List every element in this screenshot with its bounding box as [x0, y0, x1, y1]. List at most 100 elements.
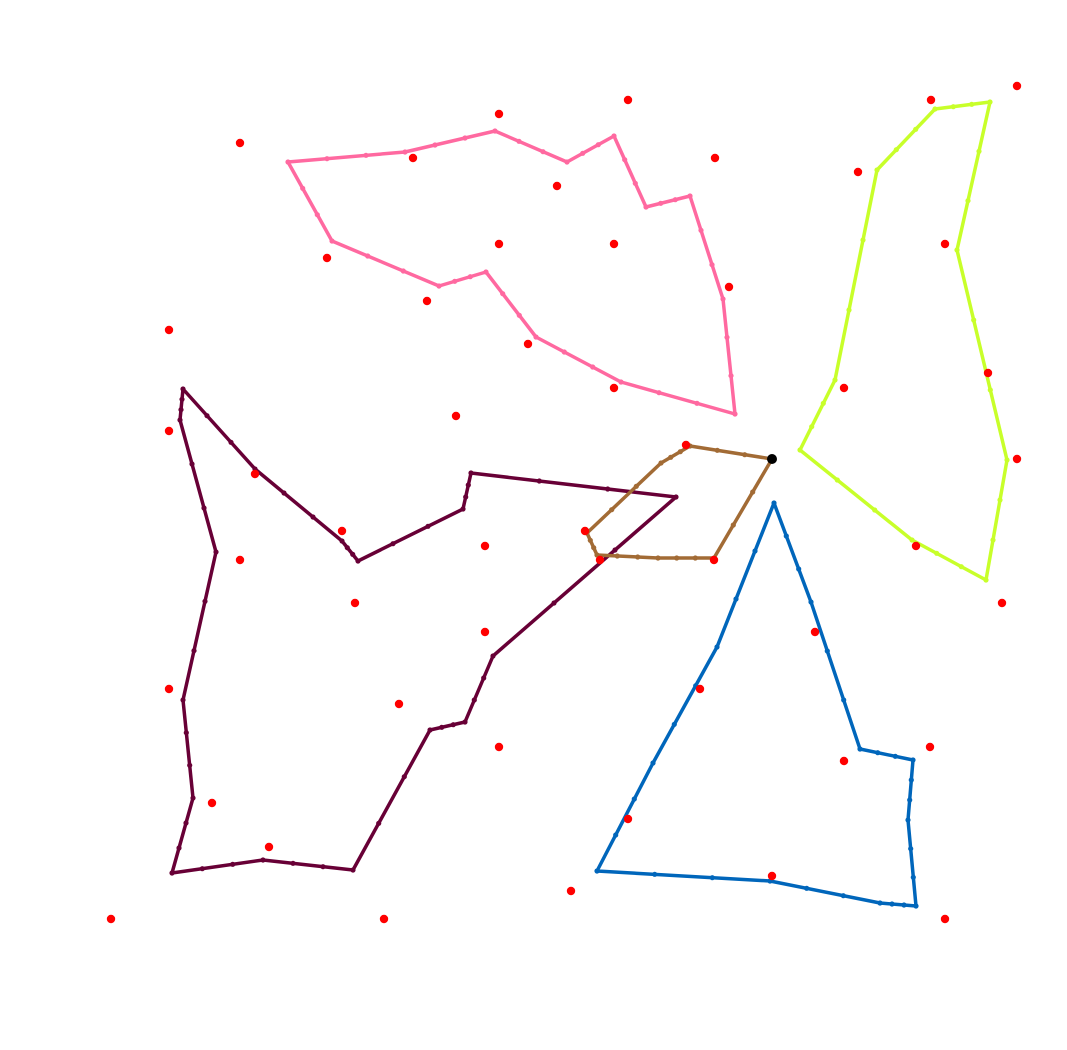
blue-polygon-vertex: [840, 893, 846, 899]
red-point: [1012, 454, 1022, 464]
maroon-polygon-vertex: [260, 857, 266, 863]
brown-polygon-vertex: [714, 447, 720, 453]
maroon-polygon-vertex: [204, 413, 210, 419]
red-point: [925, 742, 935, 752]
red-point: [379, 914, 389, 924]
blue-polygon-vertex: [905, 817, 911, 823]
maroon-polygon-vertex: [183, 730, 189, 736]
blue-polygon-vertex: [752, 548, 758, 554]
pink-polygon-vertex: [452, 278, 458, 284]
red-point: [494, 239, 504, 249]
maroon-polygon-vertex: [490, 653, 496, 659]
blue-polygon: [595, 501, 918, 908]
maroon-polygon-vertex: [320, 864, 326, 870]
red-point: [322, 253, 332, 263]
pink-polygon-vertex: [436, 283, 442, 289]
pink-polygon-vertex: [590, 364, 596, 370]
pink-polygon-vertex: [672, 197, 678, 203]
red-point: [164, 684, 174, 694]
lime-polygon-vertex: [997, 497, 1003, 503]
maroon-polygon-vertex: [177, 417, 183, 423]
pink-polygon-vertex: [516, 138, 522, 144]
red-point: [106, 914, 116, 924]
lime-polygon-vertex: [958, 564, 964, 570]
maroon-polygon-vertex: [468, 470, 474, 476]
maroon-polygon-vertex: [281, 490, 287, 496]
maroon-polygon-vertex: [344, 545, 350, 551]
pink-polygon-vertex: [580, 150, 586, 156]
lime-polygon-vertex: [987, 99, 993, 105]
red-point: [337, 526, 347, 536]
red-point: [623, 95, 633, 105]
blue-polygon-vertex: [907, 797, 913, 803]
red-point: [394, 699, 404, 709]
blue-polygon-vertex: [671, 721, 677, 727]
lime-polygon-group: [797, 99, 1010, 583]
blue-polygon-vertex: [889, 901, 895, 907]
pink-polygon-vertex: [658, 200, 664, 206]
red-point: [767, 871, 777, 881]
pink-polygon-vertex: [402, 149, 408, 155]
blue-polygon-vertex: [594, 868, 600, 874]
red-point: [997, 598, 1007, 608]
red-point: [552, 181, 562, 191]
blue-polygon-vertex: [771, 500, 777, 506]
pink-polygon-vertex: [724, 334, 730, 340]
red-point: [609, 383, 619, 393]
pink-polygon-vertex: [564, 159, 570, 165]
maroon-polygon-vertex: [202, 598, 208, 604]
lime-polygon-vertex: [954, 247, 960, 253]
lime-polygon-vertex: [820, 400, 826, 406]
maroon-polygon-vertex: [481, 675, 487, 681]
red-point: [422, 296, 432, 306]
lime-polygon-vertex: [913, 126, 919, 132]
red-point: [810, 627, 820, 637]
blue-polygon-vertex: [841, 697, 847, 703]
blue-polygon-vertex: [613, 832, 619, 838]
maroon-polygon-vertex: [401, 774, 407, 780]
lime-polygon-vertex: [932, 106, 938, 112]
maroon-polygon-vertex: [673, 494, 679, 500]
lime-polygon-vertex: [969, 101, 975, 107]
maroon-polygon-vertex: [605, 486, 611, 492]
blue-polygon-vertex: [913, 903, 919, 909]
brown-polygon-vertex: [614, 553, 620, 559]
lime-polygon-vertex: [809, 424, 815, 430]
polygons-layer: [169, 99, 1010, 909]
blue-polygon-group: [594, 500, 919, 909]
red-point: [623, 814, 633, 824]
red-point: [235, 138, 245, 148]
blue-polygon-vertex: [910, 757, 916, 763]
pink-polygon-vertex: [595, 142, 601, 148]
brown-polygon-vertex: [609, 507, 615, 513]
brown-polygon-vertex: [633, 483, 639, 489]
brown-polygon-vertex: [655, 555, 661, 561]
maroon-polygon-vertex: [179, 396, 185, 402]
red-point: [709, 555, 719, 565]
pink-polygon-group: [285, 128, 738, 417]
maroon-polygon-vertex: [536, 478, 542, 484]
maroon-polygon-vertex: [376, 820, 382, 826]
pink-polygon-vertex: [324, 156, 330, 162]
maroon-polygon-vertex: [190, 795, 196, 801]
lime-polygon-vertex: [860, 237, 866, 243]
pink-polygon-vertex: [632, 180, 638, 186]
lime-polygon-vertex: [1004, 457, 1010, 463]
maroon-polygon-vertex: [462, 719, 468, 725]
red-point: [940, 914, 950, 924]
brown-polygon-vertex: [587, 537, 593, 543]
brown-polygon: [585, 444, 774, 560]
maroon-polygon-vertex: [191, 648, 197, 654]
lime-polygon-vertex: [872, 507, 878, 513]
brown-polygon-vertex: [730, 522, 736, 528]
maroon-polygon-vertex: [189, 461, 195, 467]
maroon-polygon-vertex: [339, 538, 345, 544]
pink-polygon-vertex: [540, 149, 546, 155]
highlight-vertex-marker: [767, 454, 777, 464]
pink-polygon-vertex: [656, 390, 662, 396]
maroon-polygon-vertex: [612, 547, 618, 553]
red-point: [580, 526, 590, 536]
pink-polygon-vertex: [467, 274, 473, 280]
